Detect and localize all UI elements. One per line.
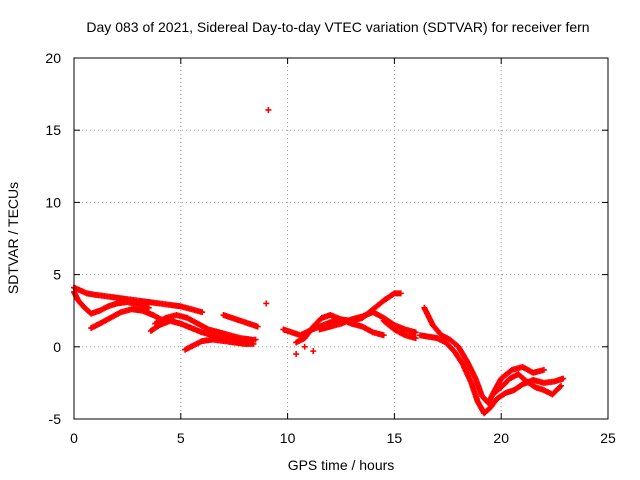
series-arc-m xyxy=(421,304,547,407)
data-point xyxy=(540,366,547,373)
x-tick-label: 20 xyxy=(493,430,509,446)
x-tick-label: 5 xyxy=(177,430,185,446)
data-point xyxy=(560,375,567,382)
data-point xyxy=(397,290,404,297)
series-arc-l xyxy=(417,332,567,417)
data-point xyxy=(263,300,270,307)
y-tick-label: 20 xyxy=(45,50,61,66)
series-arc-f xyxy=(182,336,257,353)
data-point xyxy=(301,343,308,350)
data-point xyxy=(412,335,419,342)
series-arc-n xyxy=(489,371,565,398)
y-tick-label: 10 xyxy=(45,194,61,210)
data-point xyxy=(250,340,257,347)
y-axis-label: SDTVAR / TECUs xyxy=(5,182,21,294)
x-tick-label: 15 xyxy=(387,430,403,446)
data-point xyxy=(310,348,317,355)
data-point xyxy=(293,351,300,358)
x-tick-label: 0 xyxy=(70,430,78,446)
data-point xyxy=(556,383,563,390)
data-point xyxy=(558,382,565,389)
series-arc-k xyxy=(380,317,419,342)
x-tick-label: 25 xyxy=(600,430,616,446)
data-point xyxy=(412,329,419,336)
plot-frame xyxy=(73,57,609,420)
points-layer xyxy=(71,106,567,417)
series-arc-e xyxy=(152,312,255,343)
y-tick-label: -5 xyxy=(49,411,62,427)
series-arc-g xyxy=(220,312,261,330)
y-tick-label: 5 xyxy=(53,267,61,283)
data-point xyxy=(254,323,261,330)
x-axis-label: GPS time / hours xyxy=(288,457,395,473)
series-outliers xyxy=(263,106,317,358)
y-tick-label: 0 xyxy=(53,339,61,355)
series-arc-h xyxy=(280,290,404,339)
data-point xyxy=(199,309,206,316)
chart-title: Day 083 of 2021, Sidereal Day-to-day VTE… xyxy=(86,19,589,35)
data-point xyxy=(265,106,272,113)
data-point xyxy=(380,332,387,339)
grid-layer xyxy=(74,58,608,419)
y-tick-label: 15 xyxy=(45,122,61,138)
x-tick-label: 10 xyxy=(280,430,296,446)
data-point xyxy=(145,304,152,311)
